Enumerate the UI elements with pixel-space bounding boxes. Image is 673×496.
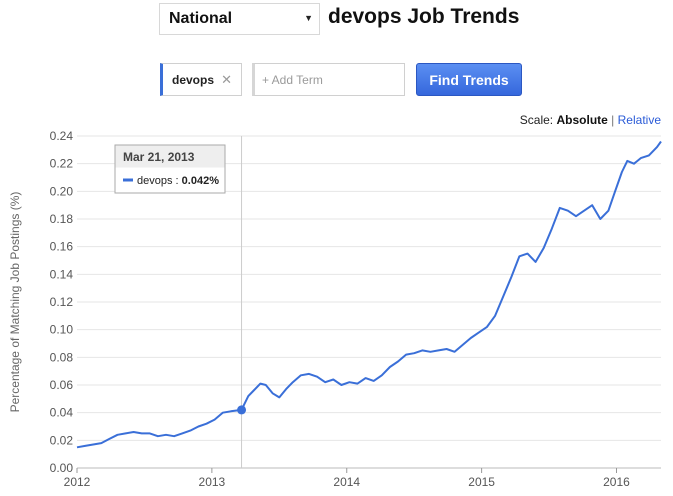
y-tick-label: 0.20 xyxy=(50,184,74,198)
search-term-chip[interactable]: devops ✕ xyxy=(160,63,242,96)
y-tick-label: 0.16 xyxy=(50,240,74,254)
chevron-down-icon: ▼ xyxy=(304,13,313,23)
scale-absolute-option[interactable]: Absolute xyxy=(556,113,608,127)
y-tick-label: 0.02 xyxy=(50,433,74,447)
page-title: devops Job Trends xyxy=(328,5,520,28)
y-tick-label: 0.12 xyxy=(50,295,74,309)
hover-point[interactable] xyxy=(237,405,247,415)
tooltip-date: Mar 21, 2013 xyxy=(123,150,195,164)
x-tick-label: 2016 xyxy=(603,475,630,489)
y-tick-label: 0.18 xyxy=(50,212,74,226)
y-tick-label: 0.14 xyxy=(50,267,74,281)
scale-relative-option[interactable]: Relative xyxy=(617,113,661,127)
scale-label: Scale: xyxy=(519,113,554,127)
y-tick-label: 0.08 xyxy=(50,350,74,364)
x-axis-ticks: 2012 2013 2014 2015 2016 xyxy=(64,468,630,489)
y-axis-label: Percentage of Matching Job Postings (%) xyxy=(8,192,22,413)
region-select-value: National xyxy=(169,10,233,27)
x-tick-label: 2013 xyxy=(199,475,226,489)
scale-separator: | xyxy=(611,113,615,127)
scale-selector: Scale: Absolute | Relative xyxy=(520,113,661,127)
tooltip-sep: : xyxy=(176,175,179,187)
y-tick-label: 0.06 xyxy=(50,378,74,392)
y-axis-ticks: 0.00 0.02 0.04 0.06 0.08 0.10 0.12 0.14 0.16 0.18… xyxy=(50,129,74,475)
y-tick-label: 0.04 xyxy=(50,406,74,420)
tooltip-value: 0.042% xyxy=(182,175,220,187)
tooltip-series-line: devops : 0.042% xyxy=(137,175,219,187)
x-tick-label: 2014 xyxy=(333,475,360,489)
y-tick-label: 0.00 xyxy=(50,461,74,475)
find-trends-button[interactable]: Find Trends xyxy=(416,63,522,96)
region-select[interactable]: National ▼ xyxy=(159,3,320,35)
series-line-devops xyxy=(76,140,662,449)
y-tick-label: 0.10 xyxy=(50,323,74,337)
x-tick-label: 2012 xyxy=(64,475,91,489)
tooltip: Mar 21, 2013 devops : 0.042% xyxy=(114,144,226,194)
chart-grid xyxy=(77,135,661,469)
y-tick-label: 0.22 xyxy=(50,157,74,171)
tooltip-series-name: devops xyxy=(137,175,173,187)
add-term-input[interactable] xyxy=(252,63,405,96)
x-tick-label: 2015 xyxy=(468,475,495,489)
tooltip-header xyxy=(115,145,225,168)
y-tick-label: 0.24 xyxy=(50,129,74,143)
search-term-label: devops xyxy=(172,72,215,87)
close-icon[interactable]: ✕ xyxy=(221,72,232,87)
